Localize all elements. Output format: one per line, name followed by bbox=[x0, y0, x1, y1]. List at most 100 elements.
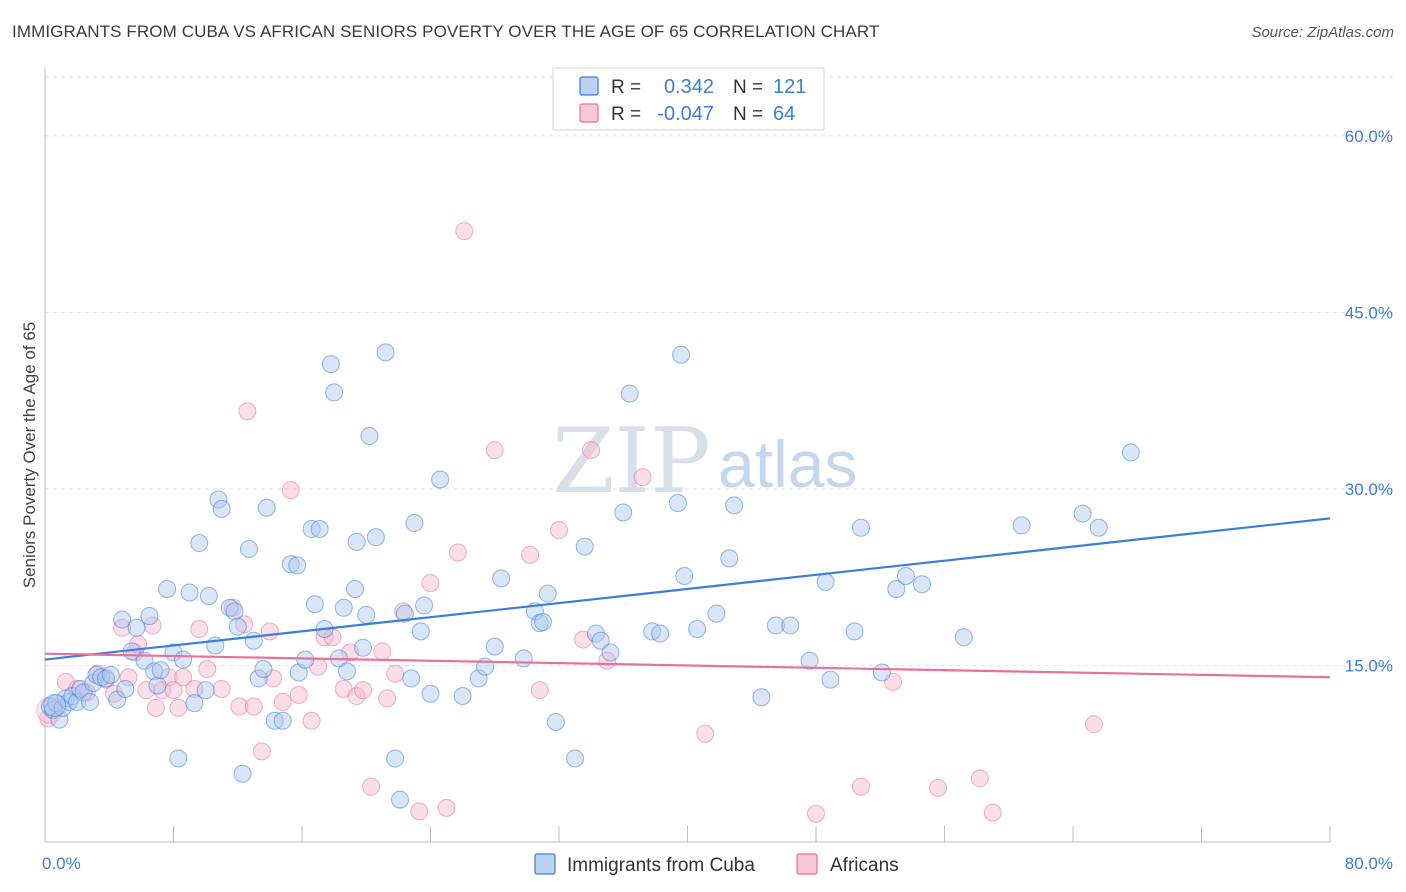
cuba-point bbox=[113, 610, 132, 629]
legend-r-value-cuba: 0.342 bbox=[664, 76, 714, 98]
legend-n-label-africans: N = bbox=[733, 104, 763, 125]
cuba-point bbox=[707, 604, 726, 623]
cuba-point bbox=[1121, 443, 1140, 462]
africans-point bbox=[1084, 715, 1103, 734]
watermark-zip: ZIP bbox=[552, 409, 711, 514]
cuba-point bbox=[239, 539, 258, 558]
cuba-point bbox=[538, 584, 557, 603]
cuba-point bbox=[174, 650, 193, 669]
cuba-point bbox=[101, 665, 120, 684]
cuba-point bbox=[225, 602, 244, 621]
cuba-point bbox=[43, 693, 67, 717]
cuba-point bbox=[169, 749, 188, 768]
cuba-point bbox=[566, 749, 585, 768]
cuba-point bbox=[273, 711, 292, 730]
africans-point bbox=[264, 669, 283, 688]
cuba-point bbox=[346, 579, 365, 598]
cuba-point bbox=[614, 503, 633, 522]
cuba-point bbox=[366, 528, 385, 547]
cuba-point bbox=[97, 669, 116, 688]
cuba-point bbox=[766, 616, 785, 635]
legend-r-value-africans: -0.047 bbox=[657, 103, 714, 125]
cuba-point bbox=[601, 643, 620, 662]
cuba-point bbox=[651, 624, 670, 643]
africans-point bbox=[851, 777, 870, 796]
cuba-point bbox=[145, 662, 164, 681]
axes bbox=[44, 67, 1331, 843]
cuba-point bbox=[257, 498, 276, 517]
cuba-point bbox=[591, 631, 610, 650]
cuba-point bbox=[620, 384, 639, 403]
africans-point bbox=[230, 697, 249, 716]
cuba-point bbox=[896, 567, 915, 586]
cuba-point bbox=[1012, 516, 1031, 535]
cuba-point bbox=[354, 638, 373, 657]
cuba-point bbox=[405, 514, 424, 533]
africans-point bbox=[169, 698, 188, 717]
cuba-point bbox=[390, 790, 409, 809]
cuba-point bbox=[212, 499, 231, 518]
legend-swatch-africans bbox=[579, 103, 599, 123]
africans-point bbox=[198, 659, 217, 678]
cuba-point bbox=[87, 665, 106, 684]
series-legend-label-africans: Africans bbox=[830, 855, 899, 876]
africans-point bbox=[289, 685, 308, 704]
africans-point bbox=[437, 798, 456, 817]
y-tick-label: 60.0% bbox=[1345, 127, 1393, 146]
africans-point bbox=[378, 689, 397, 708]
cuba-point bbox=[360, 426, 379, 445]
cuba-point bbox=[180, 583, 199, 602]
cuba-point bbox=[668, 494, 687, 513]
gridlines bbox=[45, 76, 1395, 666]
cuba-point bbox=[411, 622, 430, 641]
legend-r-label-africans: R = bbox=[611, 104, 641, 125]
cuba-point bbox=[209, 490, 228, 509]
cuba-point bbox=[688, 619, 707, 638]
trend-lines bbox=[44, 517, 1331, 679]
cuba-point bbox=[140, 607, 159, 626]
africans-trend-line bbox=[44, 652, 1331, 679]
africans-point bbox=[633, 468, 652, 487]
legend-swatch-cuba bbox=[579, 76, 599, 96]
cuba-point bbox=[116, 680, 135, 698]
cuba-point bbox=[575, 537, 594, 556]
x-tick-label: 80.0% bbox=[1345, 854, 1393, 873]
africans-point bbox=[146, 698, 165, 717]
cuba-point bbox=[845, 622, 864, 641]
cuba-point bbox=[800, 651, 819, 670]
cuba-point bbox=[781, 616, 800, 635]
cuba-point bbox=[851, 518, 870, 537]
cuba-point bbox=[421, 684, 440, 703]
cuba-point bbox=[821, 670, 840, 689]
africans-points bbox=[36, 222, 1103, 823]
africans-point bbox=[244, 697, 263, 716]
cuba-point bbox=[954, 628, 973, 647]
chart-title: IMMIGRANTS FROM CUBA VS AFRICAN SENIORS … bbox=[12, 22, 880, 41]
y-tick-label: 30.0% bbox=[1345, 480, 1393, 499]
africans-point bbox=[281, 481, 300, 500]
cuba-point bbox=[151, 661, 170, 680]
y-axis-title: Seniors Poverty Over the Age of 65 bbox=[20, 322, 39, 588]
cuba-point bbox=[816, 572, 835, 591]
cuba-point bbox=[386, 749, 405, 768]
africans-point bbox=[970, 769, 989, 788]
africans-point bbox=[143, 616, 162, 635]
africans-point bbox=[448, 543, 467, 562]
cuba-point bbox=[675, 567, 694, 586]
cuba-point bbox=[74, 683, 93, 702]
cuba-point bbox=[249, 669, 268, 688]
x-tick-label: 0.0% bbox=[42, 854, 81, 873]
africans-point bbox=[174, 668, 193, 687]
cuba-point bbox=[347, 532, 366, 551]
cuba-point bbox=[337, 662, 356, 681]
africans-point bbox=[485, 441, 504, 460]
africans-point bbox=[362, 777, 381, 796]
africans-point bbox=[260, 622, 279, 641]
cuba-point bbox=[325, 383, 344, 402]
africans-point bbox=[983, 803, 1002, 822]
africans-point bbox=[386, 664, 405, 683]
cuba-point bbox=[244, 631, 263, 650]
cuba-point bbox=[725, 496, 744, 515]
legend-n-value-cuba: 121 bbox=[773, 76, 806, 98]
cuba-point bbox=[305, 595, 324, 614]
